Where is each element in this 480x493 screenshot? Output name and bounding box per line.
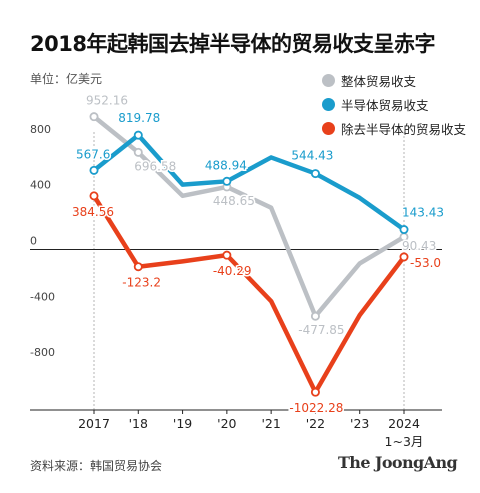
x-tick-label-2: '19 <box>173 416 192 431</box>
x-tick-label-0: 2017 <box>78 416 110 431</box>
data-point-1-5 <box>310 169 320 179</box>
data-label-0-7: 90.43 <box>402 239 436 253</box>
data-point-2-1 <box>133 262 143 272</box>
x-tick-label-3: '20 <box>217 416 236 431</box>
y-tick-label-3: -400 <box>30 290 55 303</box>
legend-label-total: 整体贸易收支 <box>341 73 417 89</box>
data-label-0-1: 696.58 <box>134 159 176 173</box>
chart-title: 2018年起韩国去掉半导体的贸易收支呈赤字 <box>30 32 435 56</box>
data-point-0-0 <box>89 112 99 122</box>
legend-swatch-excluding-semiconductor <box>322 121 335 135</box>
x-tick-label-5: '22 <box>306 416 325 431</box>
legend-item-semiconductor: 半导体贸易收支 <box>322 92 466 116</box>
data-label-2-0: 384.56 <box>72 205 114 219</box>
data-label-0-0: 952.16 <box>86 94 128 108</box>
data-point-0-5 <box>310 311 320 321</box>
data-point-1-0 <box>89 165 99 175</box>
data-label-1-0: 567.6 <box>76 147 110 161</box>
data-point-1-1 <box>133 130 143 140</box>
legend-item-total: 整体贸易收支 <box>322 68 466 92</box>
legend-swatch-total <box>322 73 335 87</box>
source-note: 资料来源：韩国贸易协会 <box>30 459 163 473</box>
legend-label-excluding-semiconductor: 除去半导体的贸易收支 <box>341 121 467 137</box>
series-line-0 <box>91 114 407 319</box>
data-label-2-5: -1022.28 <box>289 401 343 415</box>
data-point-2-7 <box>399 252 409 262</box>
data-label-1-3: 488.94 <box>205 158 247 172</box>
data-point-2-5 <box>310 387 320 397</box>
data-point-1-3 <box>222 176 232 186</box>
unit-label: 单位：亿美元 <box>30 72 103 86</box>
legend-label-semiconductor: 半导体贸易收支 <box>341 97 429 113</box>
legend-swatch-semiconductor <box>322 97 335 111</box>
data-point-0-1 <box>133 147 143 157</box>
series-line-2 <box>91 193 407 395</box>
data-point-2-0 <box>89 191 99 201</box>
x-tick-label-7: 2024 <box>388 416 420 431</box>
data-label-2-7: -53.0 <box>410 256 441 270</box>
data-label-0-5: -477.85 <box>298 323 344 337</box>
data-label-1-7: 143.43 <box>402 206 444 220</box>
x-tick-sublabel: 1~3月 <box>385 434 424 449</box>
legend: 整体贸易收支 半导体贸易收支 除去半导体的贸易收支 <box>322 68 466 140</box>
x-tick-label-4: '21 <box>261 416 280 431</box>
series-line-1 <box>91 132 407 232</box>
data-label-0-3: 448.65 <box>213 194 255 208</box>
data-label-1-5: 544.43 <box>291 149 333 163</box>
data-point-2-3 <box>222 250 232 260</box>
data-label-2-1: -123.2 <box>122 276 161 290</box>
data-point-1-7 <box>399 225 409 235</box>
x-tick-label-6: '23 <box>350 416 369 431</box>
brand-logo: The JoongAng <box>338 453 458 472</box>
data-label-1-1: 819.78 <box>118 111 160 125</box>
y-tick-label-2: 0 <box>30 235 37 248</box>
y-tick-label-4: -800 <box>30 346 55 359</box>
data-label-2-3: -40.29 <box>213 264 252 278</box>
legend-item-excluding-semiconductor: 除去半导体的贸易收支 <box>322 116 466 140</box>
y-tick-label-0: 800 <box>30 123 51 136</box>
x-tick-label-1: '18 <box>129 416 148 431</box>
y-tick-label-1: 400 <box>30 179 51 192</box>
